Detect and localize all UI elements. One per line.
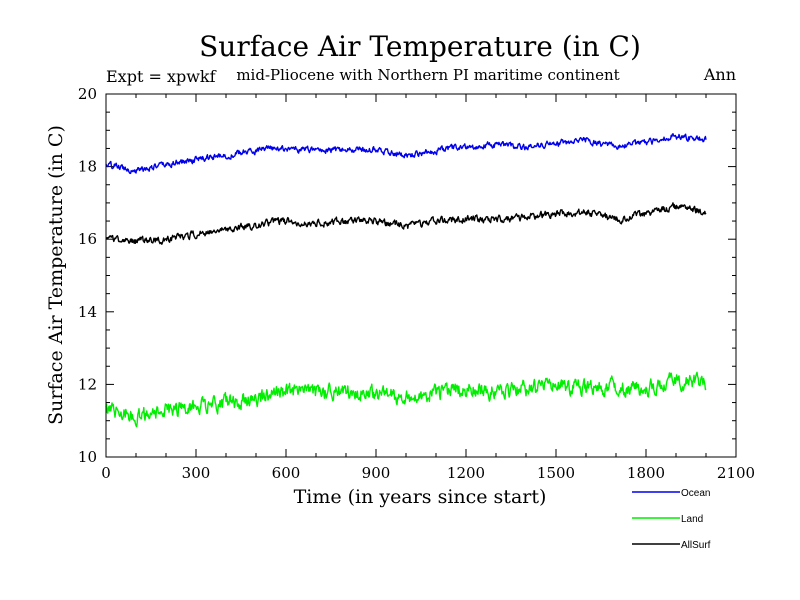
season-label: Ann (703, 65, 736, 84)
x-tick-labels: 0 300 600 900 1200 1500 1800 2100 (101, 464, 755, 482)
x-tick-label: 1500 (537, 464, 575, 482)
legend-label-ocean: Ocean (681, 488, 710, 499)
y-tick-label: 20 (78, 85, 97, 103)
series-line-allsurf (105, 202, 707, 245)
legend-label-land: Land (681, 514, 703, 525)
x-tick-label: 600 (272, 464, 301, 482)
x-axis-label: Time (in years since start) (294, 486, 547, 508)
series-line-land (105, 371, 707, 428)
chart-title: Surface Air Temperature (in C) (199, 30, 641, 63)
y-axis-label: Surface Air Temperature (in C) (45, 125, 67, 425)
axis-ticks (105, 93, 737, 458)
x-tick-label: 2100 (717, 464, 755, 482)
legend-label-allsurf: AllSurf (681, 540, 711, 551)
y-tick-label: 14 (78, 303, 97, 321)
legend: Ocean Land AllSurf (632, 488, 711, 551)
series-line-ocean (105, 133, 707, 175)
x-tick-label: 900 (362, 464, 391, 482)
x-tick-label: 1200 (447, 464, 485, 482)
y-tick-labels: 10 12 14 16 18 20 (78, 85, 97, 466)
y-tick-label: 10 (78, 448, 97, 466)
x-tick-label: 0 (101, 464, 111, 482)
y-tick-label: 18 (78, 158, 97, 176)
plot-frame (105, 93, 737, 458)
x-tick-label: 1800 (627, 464, 665, 482)
expt-label: Expt = xpwkf (106, 67, 217, 86)
y-tick-label: 12 (78, 375, 97, 393)
chart-subtitle: mid-Pliocene with Northern PI maritime c… (236, 66, 619, 84)
series-lines (105, 133, 707, 428)
x-tick-label: 300 (182, 464, 211, 482)
y-tick-label: 16 (78, 230, 97, 248)
